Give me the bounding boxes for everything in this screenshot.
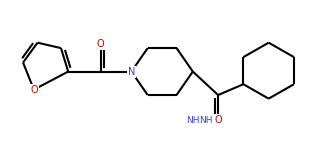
Text: N: N: [128, 67, 135, 77]
Text: O: O: [97, 39, 105, 50]
Text: O: O: [214, 115, 222, 125]
Text: O: O: [30, 85, 38, 95]
Text: NH: NH: [199, 116, 212, 125]
Text: NH: NH: [186, 116, 200, 125]
